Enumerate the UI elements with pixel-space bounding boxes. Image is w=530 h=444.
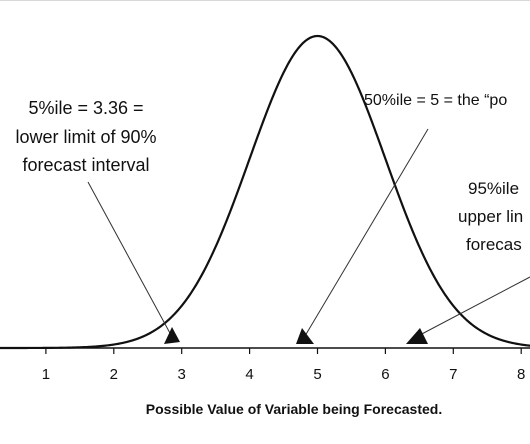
leader-line-p5: [87, 181, 172, 336]
distribution-curve: [0, 34, 530, 350]
x-tick-label-7: 7: [449, 366, 457, 383]
x-tick-label-8: 8: [517, 366, 525, 383]
marker-p50: [296, 328, 314, 344]
annotation-group: 5%ile = 3.36 = lower limit of 90% forecast…: [15, 92, 523, 254]
annotation-leaders: [87, 128, 530, 337]
marker-p5: [164, 327, 180, 344]
annotation-p95-line-2: upper lin: [458, 207, 523, 226]
annotation-p5-line-1: 5%ile = 3.36 =: [28, 98, 143, 118]
annotation-p50-line-1: 50%ile = 5 = the “po: [364, 92, 507, 109]
x-tick-label-3: 3: [178, 366, 186, 383]
x-tick-label-5: 5: [313, 366, 321, 383]
annotation-p95-line-1: 95%ile: [468, 179, 519, 198]
leader-line-p95: [417, 276, 530, 337]
marker-p95: [406, 328, 428, 344]
x-axis: 1 2 3 4 5 6 7 8: [0, 347, 530, 383]
x-axis-label: Possible Value of Variable being Forecas…: [146, 401, 442, 417]
curve-group: [0, 34, 530, 350]
leader-line-p50: [304, 128, 429, 337]
x-tick-label-2: 2: [110, 366, 118, 383]
x-tick-label-4: 4: [245, 366, 253, 383]
annotation-p5-line-2: lower limit of 90%: [15, 127, 156, 147]
marker-group: [164, 327, 428, 344]
annotation-p95-line-3: forecas: [466, 235, 522, 254]
x-tick-label-1: 1: [42, 366, 50, 383]
annotation-p5-line-3: forecast interval: [22, 155, 149, 175]
x-tick-label-6: 6: [381, 366, 389, 383]
